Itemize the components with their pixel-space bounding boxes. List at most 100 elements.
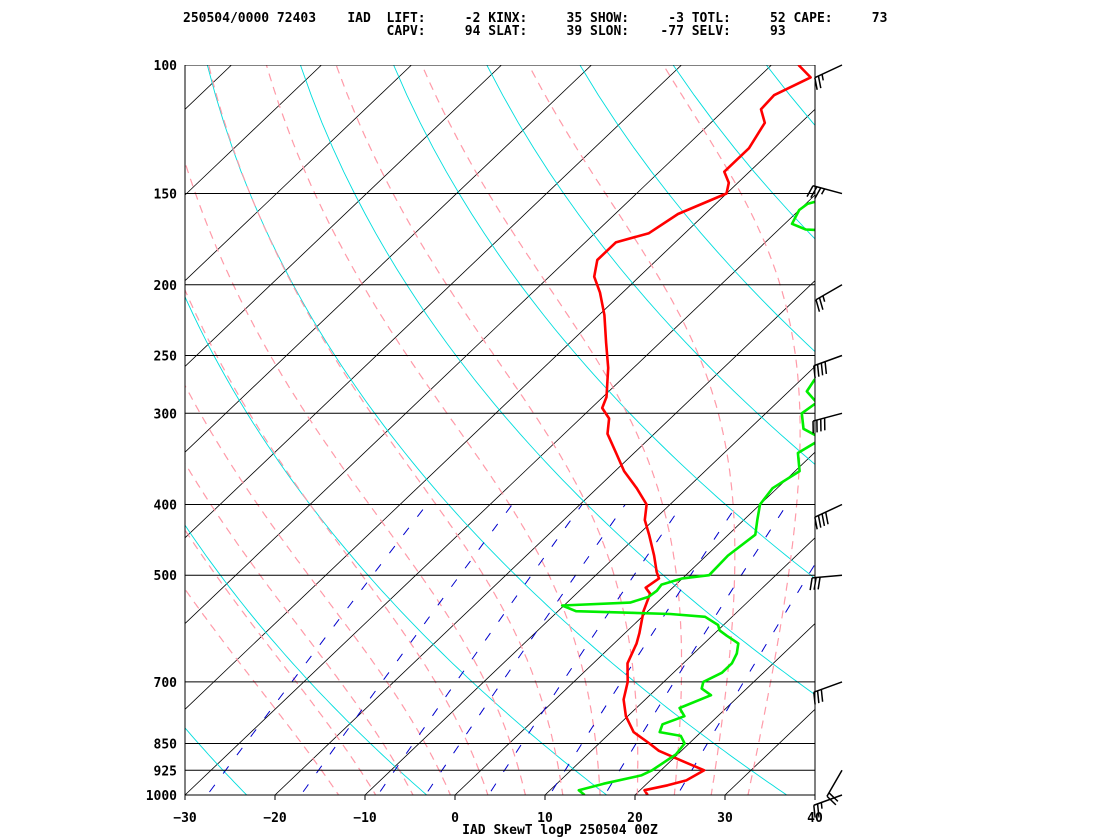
mixing-ratio-line xyxy=(487,504,683,795)
temperature-tick-label: 20 xyxy=(627,811,643,826)
mixing-ratio-line xyxy=(549,504,738,795)
isotherm-line xyxy=(454,451,815,795)
dry-adiabat-line xyxy=(765,65,815,127)
isotherm-line xyxy=(185,65,592,453)
dry-adiabat-line xyxy=(860,65,1120,811)
pressure-tick-label: 150 xyxy=(154,188,178,203)
dry-adiabat-line xyxy=(1046,65,1120,811)
wind-barb xyxy=(826,769,843,806)
wind-barb-feather xyxy=(814,517,818,530)
pressure-tick-label: 1000 xyxy=(146,789,177,804)
wind-barb-half-feather xyxy=(822,295,826,302)
dewpoint-trace xyxy=(560,200,815,795)
wind-barb-feather xyxy=(818,297,824,310)
wind-barb-staff xyxy=(813,794,843,806)
moist-adiabat-line xyxy=(185,529,377,795)
wind-barbs xyxy=(806,64,843,818)
wind-barb-staff xyxy=(812,574,843,579)
wind-barb xyxy=(814,503,843,530)
mixing-ratio-line xyxy=(300,504,513,795)
wind-barb-feather xyxy=(816,364,820,377)
wind-barb-feather xyxy=(813,577,817,590)
dry-adiabat-line xyxy=(486,65,815,465)
moist-adiabat-line xyxy=(335,65,639,795)
pressure-tick-label: 850 xyxy=(154,737,178,752)
plot-frame xyxy=(184,65,816,796)
pressure-tick-label: 100 xyxy=(154,59,178,74)
isotherm-line xyxy=(274,280,815,795)
isotherm-line xyxy=(185,65,772,625)
wind-barb-feather xyxy=(813,365,816,379)
isotherm-line xyxy=(364,365,815,795)
wind-barb-feather xyxy=(824,361,828,375)
wind-barb-feather xyxy=(816,690,820,704)
wind-barb xyxy=(812,412,843,434)
moist-adiabat-line xyxy=(662,65,801,795)
pressure-tick-label: 300 xyxy=(154,407,178,422)
isotherm-line xyxy=(185,108,815,710)
wind-barb-staff xyxy=(814,64,843,79)
moist-adiabat-line xyxy=(185,160,526,795)
temperature-axis-labels: −30 −20 −10 0 10 20 30 40 xyxy=(173,795,823,826)
mixing-ratio-line xyxy=(377,504,583,795)
pressure-tick-label: 400 xyxy=(154,499,178,514)
isotherm-line xyxy=(814,794,815,795)
temperature-tick-label: −30 xyxy=(173,811,197,826)
wind-barb-feather xyxy=(817,577,821,590)
mixing-ratio-line xyxy=(676,563,815,795)
moist-adiabat-line xyxy=(185,462,414,795)
wind-barb xyxy=(806,185,843,200)
wind-barb-feather xyxy=(814,187,822,200)
wind-barb-feather xyxy=(809,577,813,591)
wind-barb-staff xyxy=(826,769,843,797)
dry-adiabat-line xyxy=(185,524,428,795)
sounding-traces xyxy=(560,65,815,795)
wind-barb-feather xyxy=(817,515,822,528)
wind-barb-half-feather xyxy=(820,802,823,809)
temperature-tick-label: 10 xyxy=(537,811,553,826)
dry-adiabat-line xyxy=(579,65,815,353)
pressure-tick-label: 250 xyxy=(154,349,178,364)
isotherm-line xyxy=(634,623,815,795)
dry-adiabat-line xyxy=(206,65,788,795)
wind-barb-feather xyxy=(817,75,822,89)
wind-barb-feather xyxy=(813,692,816,705)
isotherm-line xyxy=(185,65,322,196)
dry-adiabat-line xyxy=(185,295,608,795)
wind-barb-feather xyxy=(816,420,818,433)
wind-barb-staff xyxy=(813,681,843,693)
isotherm-line xyxy=(185,194,815,795)
header-stats-line-2: CAPV: 94 SLAT: 39 SLON: -77 SELV: 93 xyxy=(183,24,786,39)
isotherm-line xyxy=(724,708,815,795)
isotherm-line xyxy=(185,65,502,367)
wind-barb-feather xyxy=(816,803,820,817)
wind-barb-feather xyxy=(820,689,824,702)
moist-adiabat-line xyxy=(185,288,489,795)
wind-barb xyxy=(813,794,843,818)
moist-adiabat-line xyxy=(265,65,601,795)
isotherm-line xyxy=(185,65,412,282)
temperature-tick-label: −20 xyxy=(263,811,287,826)
dry-adiabat-line xyxy=(299,65,815,696)
wind-barb-feather xyxy=(813,805,816,818)
temperature-tick-label: −10 xyxy=(353,811,377,826)
wind-barb-feather xyxy=(812,421,814,434)
wind-barb-feather xyxy=(806,185,814,197)
wind-barb xyxy=(814,64,843,90)
wind-barb-feather xyxy=(828,792,839,802)
pressure-tick-label: 925 xyxy=(154,764,177,779)
wind-barb-feather xyxy=(819,418,822,432)
pressure-tick-label: 700 xyxy=(154,676,178,691)
wind-barb-feather xyxy=(820,362,824,376)
wind-barb-feather xyxy=(814,77,818,90)
wind-barb-feather xyxy=(826,795,837,806)
moist-adiabat-line xyxy=(185,384,452,795)
wind-barb-half-feather xyxy=(820,188,826,195)
wind-barb-half-feather xyxy=(821,74,824,81)
chart-caption: IAD SkewT logP 250504 00Z xyxy=(462,823,658,838)
dry-adiabat-line xyxy=(185,727,248,795)
wind-barb xyxy=(813,681,843,705)
isotherm-line xyxy=(185,65,682,539)
wind-barb-feather xyxy=(821,513,826,527)
moist-adiabat-line xyxy=(185,588,340,795)
